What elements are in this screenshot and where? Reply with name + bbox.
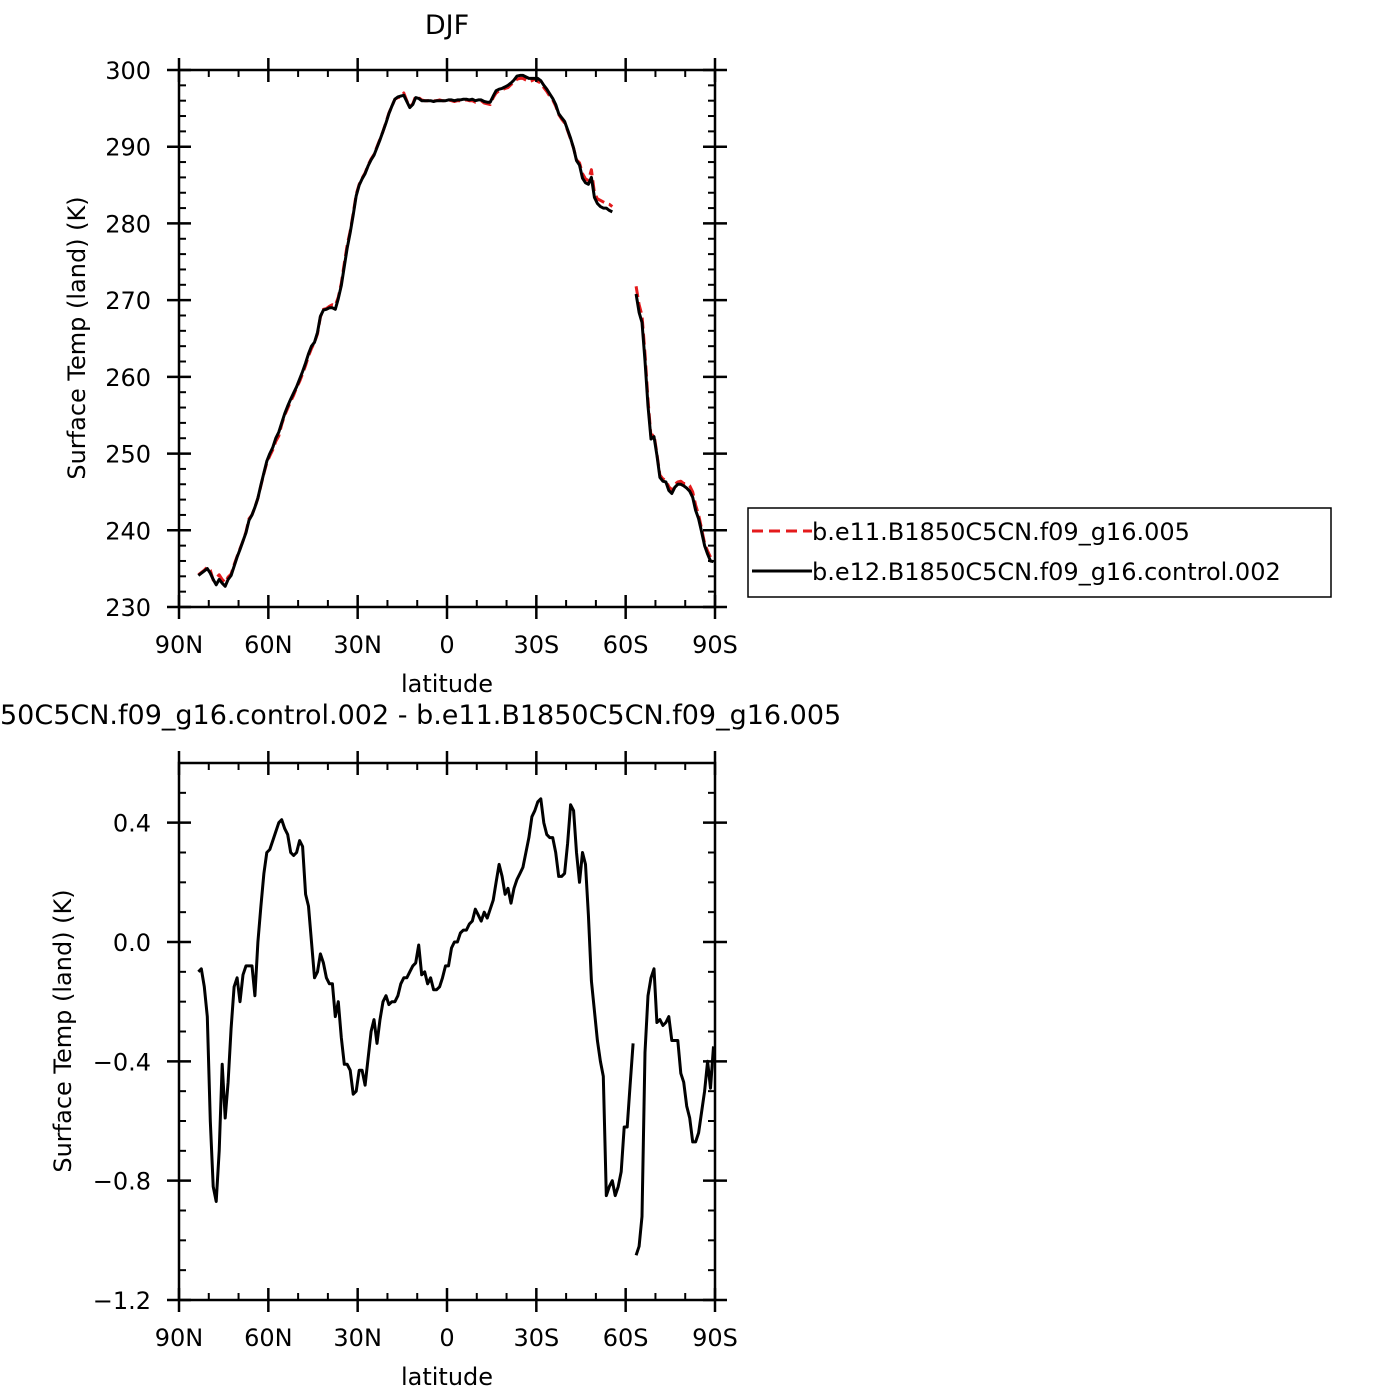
y-tick-label: 0.0 — [113, 929, 151, 957]
x-tick-label: 0 — [439, 631, 454, 659]
top-x-axis-label: latitude — [401, 670, 493, 698]
series-1-line-segment-2 — [634, 286, 715, 561]
y-tick-label: 270 — [105, 287, 151, 315]
bottom-x-axis-label: latitude — [401, 1363, 493, 1391]
x-tick-label: 90N — [155, 631, 204, 659]
y-tick-label: 290 — [105, 134, 151, 162]
bottom-ticks-group — [167, 751, 727, 1312]
bottom-plot-frame — [177, 761, 717, 1302]
y-tick-label: −1.2 — [93, 1287, 151, 1315]
top-chart-title: DJF — [425, 10, 469, 41]
series-1-line-segment-1 — [197, 797, 635, 1203]
x-tick-label: 90N — [155, 1324, 204, 1352]
legend-label-series-2: b.e12.B1850C5CN.f09_g16.control.002 — [812, 558, 1281, 586]
bottom-panel: 50C5CN.f09_g16.control.002 - b.e11.B1850… — [0, 700, 841, 1391]
x-tick-label: 60N — [244, 631, 293, 659]
y-tick-label: 0.4 — [113, 810, 151, 838]
top-tick-labels-group: 90N 60N 30N 0 30S 60S 90S 230 240 250 260 270 280 290… — [105, 57, 738, 659]
y-tick-label: 240 — [105, 517, 151, 545]
legend: b.e11.B1850C5CN.f09_g16.005 b.e12.B1850C… — [747, 507, 1332, 598]
bottom-tick-labels-group: 90N 60N 30N 0 30S 60S 90S −1.2 −0.8 −0.4 0.0 0.4 — [93, 810, 738, 1352]
x-tick-label: 90S — [692, 631, 738, 659]
series-1-line-segment-1 — [197, 76, 614, 584]
top-y-axis-label: Surface Temp (land) (K) — [63, 196, 91, 479]
y-tick-label: 280 — [105, 210, 151, 238]
bottom-series-group — [197, 797, 715, 1256]
top-plot-frame — [177, 68, 717, 609]
x-tick-label: 30N — [333, 1324, 382, 1352]
legend-box — [747, 507, 1332, 598]
bottom-chart-title: 50C5CN.f09_g16.control.002 - b.e11.B1850… — [0, 700, 841, 731]
legend-label-series-1: b.e11.B1850C5CN.f09_g16.005 — [812, 518, 1190, 546]
x-tick-label: 30S — [513, 1324, 559, 1352]
bottom-y-axis-label: Surface Temp (land) (K) — [49, 889, 77, 1172]
x-tick-label: 30S — [513, 631, 559, 659]
x-tick-label: 60S — [603, 631, 649, 659]
y-tick-label: −0.8 — [93, 1168, 151, 1196]
series-1-line-segment-2 — [634, 967, 715, 1256]
y-tick-label: 250 — [105, 441, 151, 469]
series-2-line-segment-1 — [197, 73, 613, 588]
x-tick-label: 60N — [244, 1324, 293, 1352]
y-tick-label: 300 — [105, 57, 151, 85]
y-tick-label: −0.4 — [93, 1048, 151, 1076]
top-panel: DJF 90N 60N 30N 0 30S 60S 90S 230 240 250 260 270 28… — [63, 10, 738, 698]
x-tick-label: 0 — [439, 1324, 454, 1352]
y-tick-label: 230 — [105, 594, 151, 622]
series-2-line-segment-2 — [634, 293, 714, 564]
x-tick-label: 60S — [603, 1324, 649, 1352]
y-tick-label: 260 — [105, 364, 151, 392]
x-tick-label: 30N — [333, 631, 382, 659]
x-tick-label: 90S — [692, 1324, 738, 1352]
top-series-group — [197, 73, 715, 588]
